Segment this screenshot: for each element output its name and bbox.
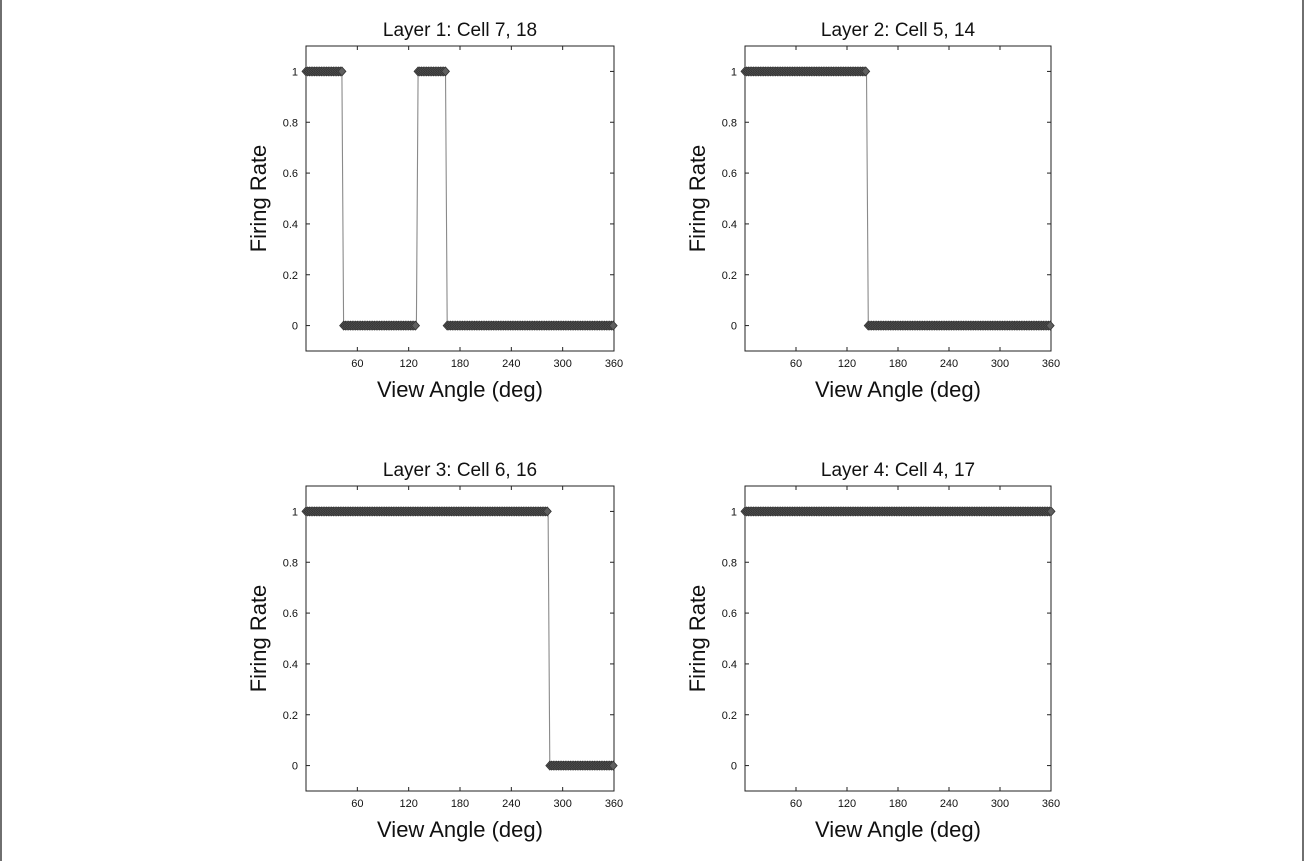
- series-line: [306, 510, 614, 767]
- x-tick-label: 180: [889, 358, 907, 370]
- y-tick-label: 0.2: [283, 710, 298, 722]
- y-axis-label: Firing Rate: [685, 585, 710, 693]
- x-tick-label: 180: [451, 358, 469, 370]
- series-points: [740, 66, 1055, 331]
- x-tick-label: 180: [889, 798, 907, 810]
- y-tick-label: 0.8: [722, 117, 737, 129]
- y-tick-label: 1: [292, 66, 298, 78]
- y-axis-label: Firing Rate: [246, 145, 271, 253]
- plot-area-frame: [744, 45, 1052, 352]
- y-tick-label: 0.2: [722, 710, 737, 722]
- y-tick-label: 0: [731, 761, 737, 773]
- y-tick-label: 0.6: [722, 608, 737, 620]
- x-tick-label: 240: [940, 358, 958, 370]
- x-tick-label: 120: [838, 798, 856, 810]
- chart-title: Layer 2: Cell 5, 14: [821, 20, 976, 41]
- y-tick-label: 0.8: [722, 557, 737, 569]
- y-tick-label: 0.2: [722, 270, 737, 282]
- x-tick-label: 120: [838, 358, 856, 370]
- x-tick-label: 300: [991, 798, 1009, 810]
- x-tick-label: 240: [940, 798, 958, 810]
- data-point: [608, 320, 618, 331]
- y-tick-label: 1: [292, 506, 298, 518]
- data-point: [440, 66, 450, 77]
- y-axis-label: Firing Rate: [246, 585, 271, 693]
- y-tick-label: 0.6: [283, 168, 298, 180]
- y-tick-label: 1: [731, 66, 737, 78]
- data-point: [337, 66, 347, 77]
- series-points: [740, 506, 1056, 517]
- chart-title: Layer 3: Cell 6, 16: [383, 460, 537, 481]
- data-point: [410, 320, 421, 331]
- plot-area-frame: [305, 45, 615, 352]
- y-tick-label: 0.4: [283, 659, 298, 671]
- y-tick-label: 0.6: [283, 608, 298, 620]
- series-line: [745, 70, 1051, 327]
- x-tick-label: 360: [605, 358, 623, 370]
- y-tick-label: 0.8: [283, 117, 298, 129]
- data-point: [1045, 320, 1055, 331]
- y-tick-label: 0: [292, 321, 298, 333]
- x-tick-label: 60: [351, 358, 363, 370]
- plot-area-frame: [305, 485, 615, 792]
- y-tick-label: 0.4: [722, 219, 737, 231]
- x-tick-label: 360: [1042, 358, 1060, 370]
- chart-panel-layer-4: Layer 4: Cell 4, 17 Firing Rate View Ang…: [685, 460, 1060, 842]
- x-tick-label: 300: [553, 798, 571, 810]
- series-points: [301, 66, 618, 331]
- data-point: [1046, 506, 1056, 517]
- chart-title: Layer 4: Cell 4, 17: [821, 460, 975, 481]
- chart-panel-layer-3: Layer 3: Cell 6, 16 Firing Rate View Ang…: [246, 460, 623, 842]
- data-point: [542, 506, 552, 517]
- y-tick-label: 0.4: [722, 659, 737, 671]
- x-tick-label: 240: [502, 358, 520, 370]
- x-tick-label: 60: [790, 358, 802, 370]
- y-tick-label: 0.6: [722, 168, 737, 180]
- x-tick-label: 60: [790, 798, 802, 810]
- y-tick-label: 0.4: [283, 219, 298, 231]
- y-tick-label: 0: [731, 321, 737, 333]
- chart-title: Layer 1: Cell 7, 18: [383, 20, 537, 41]
- series-line: [306, 70, 614, 327]
- x-tick-label: 180: [451, 798, 469, 810]
- x-tick-label: 360: [605, 798, 623, 810]
- chart-panel-layer-1: Layer 1: Cell 7, 18 Firing Rate View Ang…: [246, 20, 623, 402]
- plot-area-frame: [744, 485, 1052, 792]
- x-tick-label: 360: [1042, 798, 1060, 810]
- y-axis-label: Firing Rate: [685, 145, 710, 253]
- y-tick-label: 1: [731, 506, 737, 518]
- x-tick-label: 300: [991, 358, 1009, 370]
- data-point: [608, 760, 618, 771]
- x-tick-label: 120: [399, 798, 417, 810]
- y-tick-label: 0: [292, 761, 298, 773]
- x-tick-label: 120: [399, 358, 417, 370]
- y-tick-label: 0.2: [283, 270, 298, 282]
- x-tick-label: 240: [502, 798, 520, 810]
- x-tick-label: 60: [351, 798, 363, 810]
- x-tick-label: 300: [553, 358, 571, 370]
- y-tick-label: 0.8: [283, 557, 298, 569]
- x-axis-label: View Angle (deg): [815, 817, 981, 842]
- chart-panel-layer-2: Layer 2: Cell 5, 14 Firing Rate View Ang…: [685, 20, 1060, 402]
- x-axis-label: View Angle (deg): [377, 377, 543, 402]
- data-point: [861, 66, 871, 77]
- x-axis-label: View Angle (deg): [377, 817, 543, 842]
- x-axis-label: View Angle (deg): [815, 377, 981, 402]
- series-points: [301, 506, 618, 771]
